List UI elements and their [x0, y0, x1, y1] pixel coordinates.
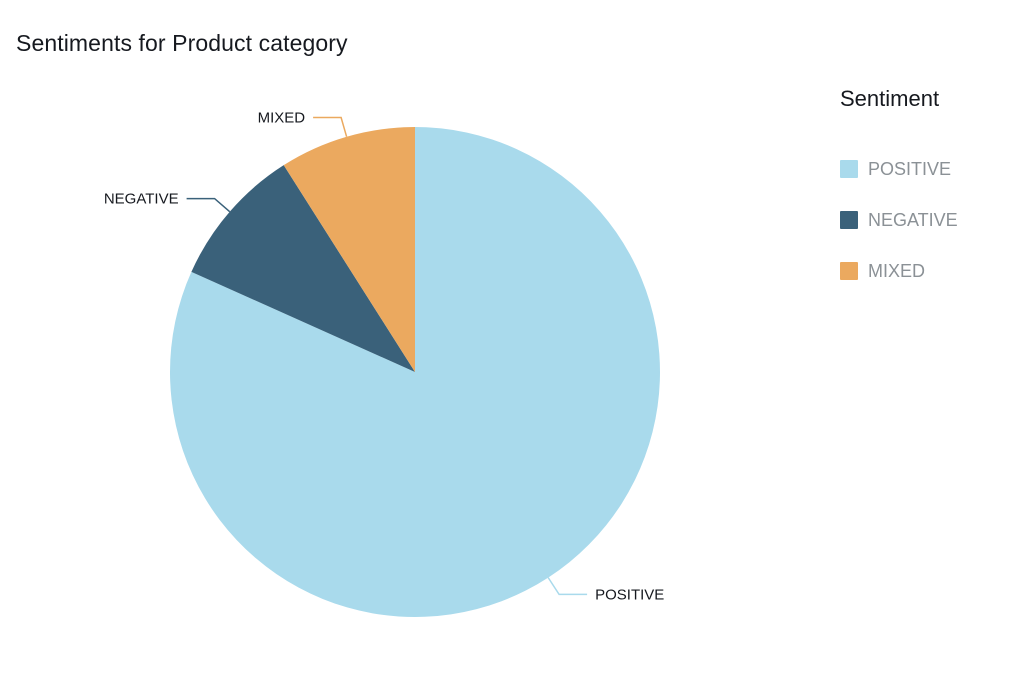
chart-title: Sentiments for Product category	[16, 30, 348, 56]
pie-slice-negative[interactable]	[191, 165, 415, 372]
leader-line-negative	[186, 197, 231, 213]
legend-swatch-negative-icon	[840, 211, 858, 229]
legend-item-negative[interactable]: NEGATIVE	[840, 211, 1020, 229]
legend-title: Sentiment	[840, 86, 940, 111]
slice-label-negative: NEGATIVE	[104, 191, 179, 208]
legend-swatch-positive-icon	[840, 160, 858, 178]
legend: Sentiment POSITIVE NEGATIVE MIXED	[840, 86, 1020, 313]
legend-item-positive[interactable]: POSITIVE	[840, 160, 1020, 178]
legend-label-mixed: MIXED	[868, 261, 926, 281]
leader-line-positive	[547, 577, 588, 596]
slice-label-positive: POSITIVE	[595, 586, 664, 603]
legend-label-positive: POSITIVE	[868, 159, 952, 179]
legend-label-negative: NEGATIVE	[868, 210, 958, 230]
legend-item-mixed[interactable]: MIXED	[840, 262, 1020, 280]
slice-label-mixed: MIXED	[258, 110, 306, 127]
leader-line-mixed	[313, 116, 348, 137]
pie-slice-positive[interactable]	[169, 127, 660, 617]
legend-swatch-mixed-icon	[840, 262, 858, 280]
pie-slice-mixed[interactable]	[283, 127, 415, 372]
